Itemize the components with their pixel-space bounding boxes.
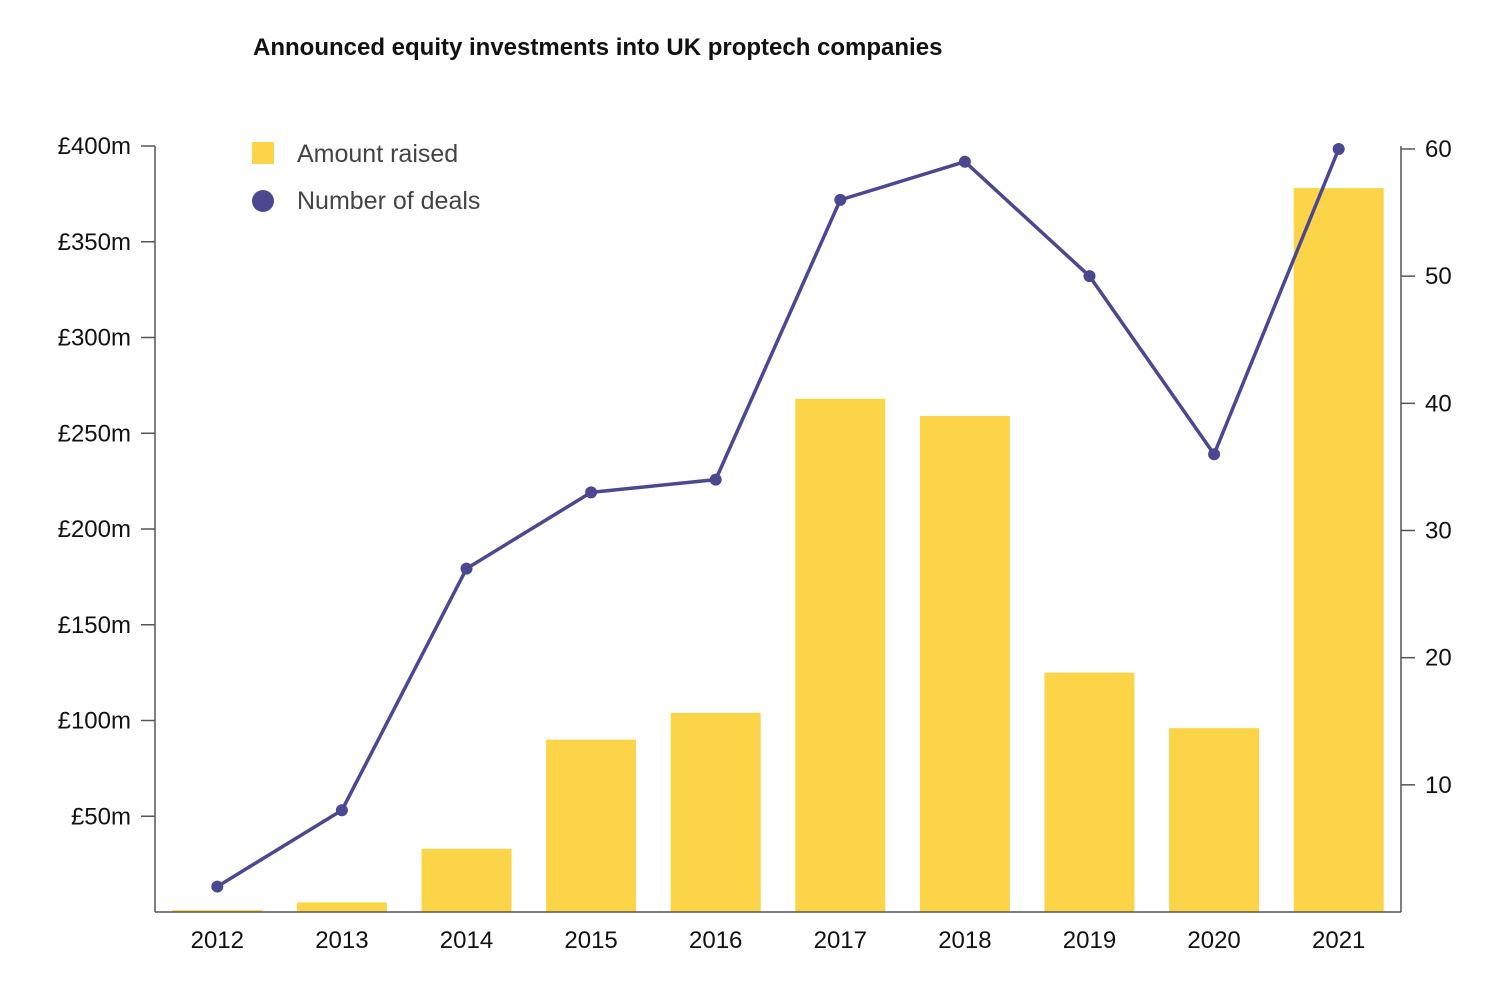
right-tick-label: 10 [1425,772,1452,799]
deals-point-2019 [1083,270,1096,283]
left-tick-label: £50m [71,803,131,830]
x-tick-label: 2012 [191,927,244,954]
x-tick-label: 2016 [689,927,742,954]
x-tick-label: 2019 [1063,927,1116,954]
deals-point-2016 [709,473,722,486]
legend: Amount raised Number of deals [252,140,480,215]
left-ticks: £50m £100m £150m £200m £250m £300m £350m £400m [58,133,155,830]
right-tick-label: 60 [1425,136,1452,163]
bar-2018 [919,416,1010,912]
deals-point-2018 [958,155,971,168]
x-tick-label: 2020 [1187,927,1240,954]
chart-title: Announced equity investments into UK pro… [253,34,943,61]
left-tick-label: £250m [58,420,131,447]
bars-layer [172,188,1384,912]
deals-point-2014 [460,562,473,575]
deals-point-2012 [211,880,224,893]
bar-2012 [172,910,263,912]
left-tick-label: £200m [58,516,131,543]
x-ticks: 2012 2013 2014 2015 2016 2017 2018 2019 2020 2021 [191,927,1366,954]
x-tick-label: 2014 [440,927,493,954]
bar-2015 [546,739,637,912]
left-tick-label: £150m [58,612,131,639]
right-ticks: 10 20 30 40 50 60 [1401,136,1452,799]
line-layer [216,148,1341,889]
x-tick-label: 2017 [814,927,867,954]
points-layer [211,143,1345,893]
left-tick-label: £400m [58,133,131,160]
right-tick-label: 40 [1425,390,1452,417]
legend-swatch-amount-raised [252,142,274,164]
deals-series-line [216,148,1341,889]
bar-2016 [670,712,761,912]
deals-point-2013 [335,804,348,817]
deals-point-2021 [1332,143,1345,155]
bar-2019 [1044,672,1135,912]
legend-swatch-number-of-deals [252,190,274,212]
bar-2013 [296,902,387,912]
deals-point-2020 [1208,448,1221,461]
x-tick-label: 2013 [315,927,368,954]
deals-point-2015 [585,486,598,499]
bar-2014 [421,848,512,912]
legend-label-amount-raised: Amount raised [297,140,458,168]
deals-point-2017 [834,193,847,206]
right-tick-label: 50 [1425,263,1452,290]
bar-2020 [1169,728,1260,912]
x-tick-label: 2021 [1312,927,1365,954]
legend-label-number-of-deals: Number of deals [297,187,480,215]
left-tick-label: £300m [58,325,131,352]
left-tick-label: £350m [58,229,131,256]
left-tick-label: £100m [58,708,131,735]
right-tick-label: 20 [1425,645,1452,672]
right-tick-label: 30 [1425,518,1452,545]
bar-2017 [795,398,886,912]
x-tick-label: 2018 [938,927,991,954]
x-tick-label: 2015 [564,927,617,954]
bar-2021 [1293,188,1384,912]
